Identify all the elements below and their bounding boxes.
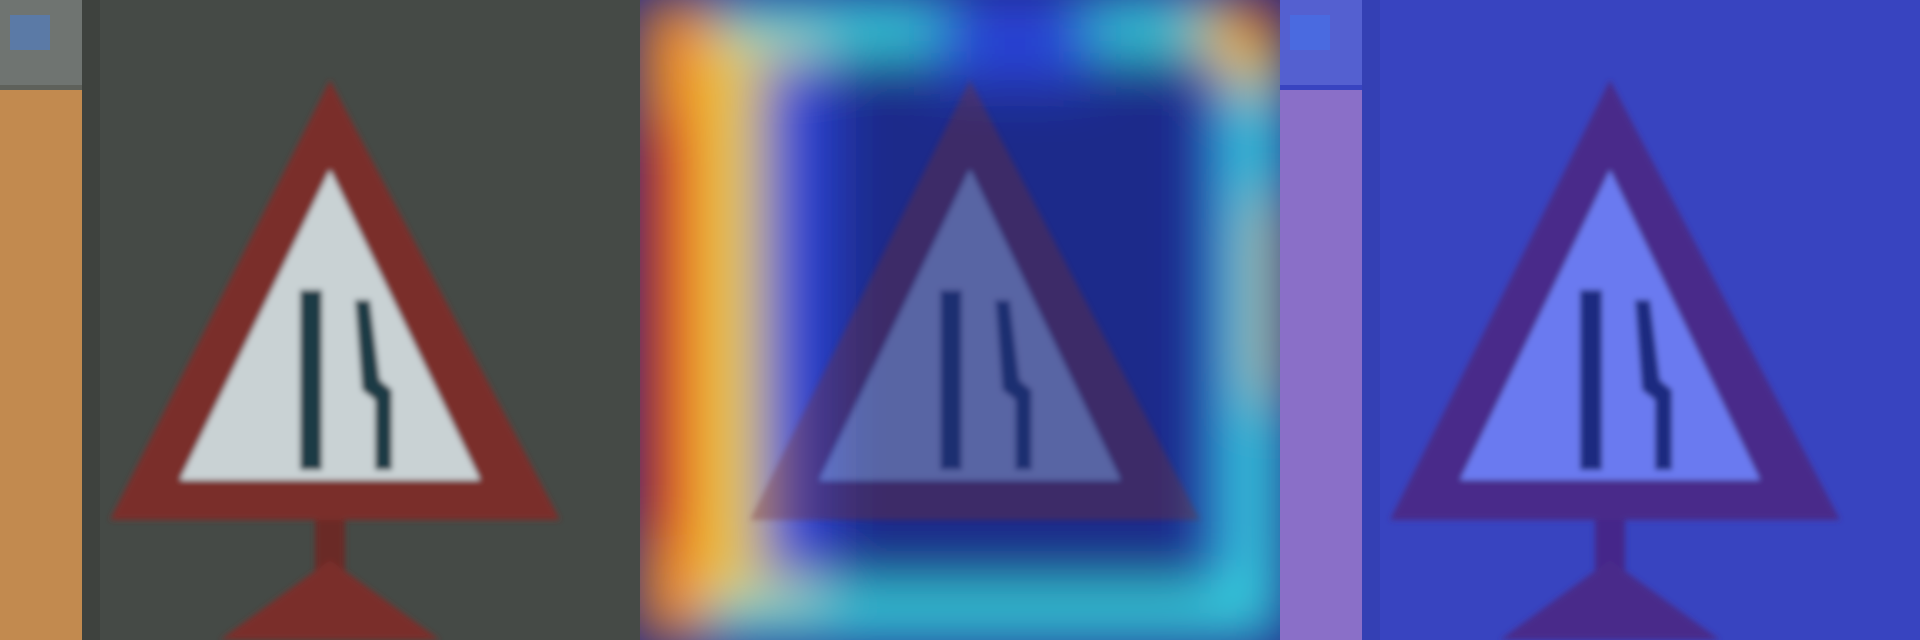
- blue-sign-corner: [10, 15, 50, 50]
- blue-tint-image: [1280, 0, 1920, 640]
- road-narrows-icon: [300, 290, 322, 470]
- warning-triangle-sign: [110, 80, 560, 640]
- blue-sign-corner: [1290, 15, 1330, 50]
- original-sign-image: [0, 0, 640, 640]
- heatmap-overlay-image: [640, 0, 1280, 640]
- tinted-warning-triangle-sign: [1390, 80, 1840, 640]
- heatmap-panel: [640, 0, 1280, 640]
- heatmap-sign-ghost: [750, 80, 1200, 520]
- original-image-panel: [0, 0, 640, 640]
- blue-tint-panel: [1280, 0, 1920, 640]
